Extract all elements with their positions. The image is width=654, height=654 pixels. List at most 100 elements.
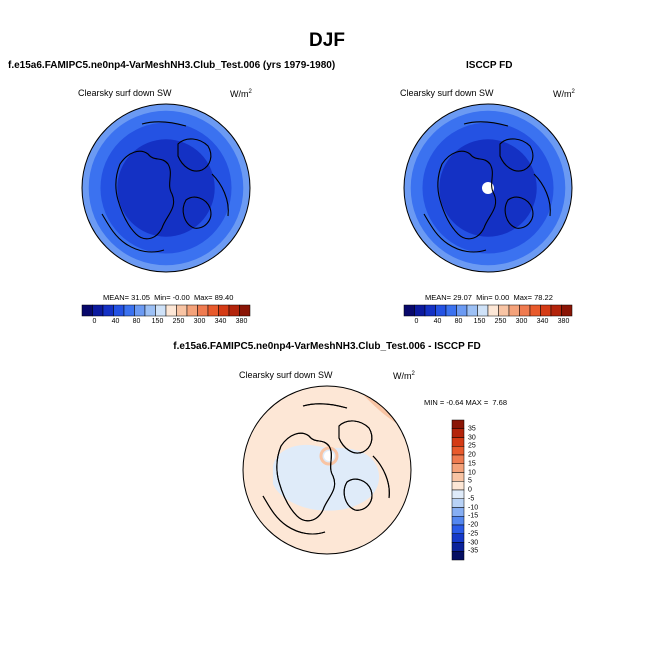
cb-model-bin-0 — [81, 304, 93, 317]
cb-obs-bin-13 — [540, 304, 552, 317]
cb-model-bin-13 — [218, 304, 230, 317]
cb-model-tick-label: 150 — [151, 318, 164, 325]
cb-model-bin-6 — [144, 304, 156, 317]
obs-polar-map — [403, 103, 573, 273]
cb-obs-tick-label: 380 — [557, 318, 570, 325]
diff-variable-label: Clearsky surf down SW — [239, 370, 333, 380]
cb-obs-bin-9 — [498, 304, 510, 317]
diff-colorbar-bin-12 — [451, 524, 465, 534]
diff-colorbar-bin-1 — [451, 428, 465, 438]
cb-model-tick-label: 0 — [92, 318, 97, 325]
diff-colorbar-tick-label: 5 — [468, 477, 472, 485]
map-model-coastline-3 — [101, 213, 165, 253]
diff-colorbar-bin-7 — [451, 481, 465, 491]
diff-colorbar-bin-2 — [451, 437, 465, 447]
map-model-coastline-2 — [182, 196, 212, 229]
cb-model-tick-label: 250 — [172, 318, 185, 325]
map-obs-pole-hole — [482, 182, 494, 194]
model-panel-title: f.e15a6.FAMIPC5.ne0np4-VarMeshNH3.Club_T… — [8, 60, 336, 71]
cb-model-bin-1 — [92, 304, 104, 317]
cb-model-bin-15 — [239, 304, 251, 317]
diff-colorbar-bin-4 — [451, 454, 465, 464]
map-model-coastline-0 — [115, 150, 175, 240]
diff-colorbar-tick-label: 10 — [468, 469, 476, 476]
map-diff-boundary — [242, 385, 412, 555]
cb-model-tick-label: 340 — [214, 318, 227, 325]
diff-colorbar-tick-label: 30 — [468, 434, 476, 441]
cb-obs-tick-label: 80 — [454, 318, 463, 325]
cb-model-tick-label: 80 — [132, 318, 141, 325]
diff-colorbar-tick-label: -5 — [468, 495, 475, 503]
map-model-coastline-1 — [177, 138, 212, 172]
diff-colorbar-bin-15 — [451, 551, 465, 561]
diff-colorbar — [451, 419, 465, 561]
map-diff-pole-hole — [324, 451, 334, 461]
figure-title: DJF — [309, 30, 345, 51]
cb-model-bin-8 — [165, 304, 177, 317]
cb-obs-bin-14 — [550, 304, 562, 317]
cb-obs-bin-5 — [456, 304, 468, 317]
model-variable-label: Clearsky surf down SW — [78, 88, 172, 98]
cb-obs-bin-4 — [445, 304, 457, 317]
cb-model-bin-12 — [207, 304, 219, 317]
diff-panel-title: f.e15a6.FAMIPC5.ne0np4-VarMeshNH3.Club_T… — [173, 341, 481, 352]
diff-colorbar-tick-label: -15 — [468, 512, 479, 520]
model-colorbar-labels: 0 40 80 150 250 300 340 380 — [82, 318, 250, 328]
map-model-ring-3 — [117, 139, 215, 237]
cb-model-tick-label: 300 — [193, 318, 206, 325]
obs-panel-title: ISCCP FD — [466, 60, 513, 71]
model-colorbar — [81, 304, 251, 317]
map-obs-coastline-3 — [423, 213, 487, 253]
cb-obs-bin-7 — [477, 304, 489, 317]
diff-colorbar-labels: 35 30 25 20 15 10 5 0 -5 -10 -15 -20 -25 -30 -35 — [468, 420, 492, 560]
cb-obs-bin-15 — [561, 304, 573, 317]
cb-model-bin-10 — [186, 304, 198, 317]
diff-colorbar-tick-label: -30 — [468, 539, 479, 546]
cb-model-bin-7 — [155, 304, 167, 317]
cb-model-bin-2 — [102, 304, 114, 317]
map-model-coastline-4 — [211, 173, 229, 217]
diff-colorbar-bin-3 — [451, 446, 465, 456]
diff-colorbar-bin-8 — [451, 489, 465, 499]
cb-obs-bin-0 — [403, 304, 415, 317]
map-obs-coastline-0 — [437, 150, 497, 240]
cb-model-bin-3 — [113, 304, 125, 317]
obs-variable-label: Clearsky surf down SW — [400, 88, 494, 98]
diff-colorbar-bin-13 — [451, 533, 465, 543]
obs-colorbar-labels: 0 40 80 150 250 300 340 380 — [404, 318, 572, 328]
cb-model-bin-11 — [197, 304, 209, 317]
diff-colorbar-tick-label: -35 — [468, 547, 479, 555]
cb-obs-tick-label: 250 — [494, 318, 507, 325]
cb-model-bin-14 — [228, 304, 240, 317]
cb-model-bin-5 — [134, 304, 146, 317]
cb-obs-bin-2 — [424, 304, 436, 317]
cb-obs-tick-label: 340 — [536, 318, 549, 325]
cb-obs-bin-1 — [414, 304, 426, 317]
cb-model-tick-label: 380 — [235, 318, 248, 325]
diff-colorbar-tick-label: -10 — [468, 504, 479, 511]
cb-obs-bin-3 — [435, 304, 447, 317]
map-obs-coastline-1 — [499, 138, 534, 172]
cb-obs-bin-11 — [519, 304, 531, 317]
diff-colorbar-bin-10 — [451, 507, 465, 517]
diff-colorbar-bin-9 — [451, 498, 465, 508]
map-obs-boundary — [403, 103, 573, 273]
model-stats: MEAN= 31.05 Min= -0.00 Max= 89.40 — [103, 293, 234, 302]
model-units-label: W/m2 — [230, 89, 252, 99]
cb-obs-tick-label: 300 — [515, 318, 528, 325]
cb-obs-bin-6 — [466, 304, 478, 317]
obs-colorbar — [403, 304, 573, 317]
diff-colorbar-bin-11 — [451, 516, 465, 526]
cb-obs-bin-12 — [529, 304, 541, 317]
map-model-boundary — [81, 103, 251, 273]
model-polar-map — [81, 103, 251, 273]
diff-colorbar-tick-label: 15 — [468, 460, 476, 468]
cb-model-bin-9 — [176, 304, 188, 317]
cb-obs-tick-label: 40 — [433, 318, 442, 325]
cb-obs-bin-10 — [508, 304, 520, 317]
obs-stats: MEAN= 29.07 Min= 0.00 Max= 78.22 — [425, 293, 553, 302]
diff-colorbar-bin-14 — [451, 542, 465, 552]
diff-colorbar-bin-6 — [451, 472, 465, 482]
diff-colorbar-tick-label: 35 — [468, 425, 476, 433]
cb-model-tick-label: 40 — [111, 318, 120, 325]
